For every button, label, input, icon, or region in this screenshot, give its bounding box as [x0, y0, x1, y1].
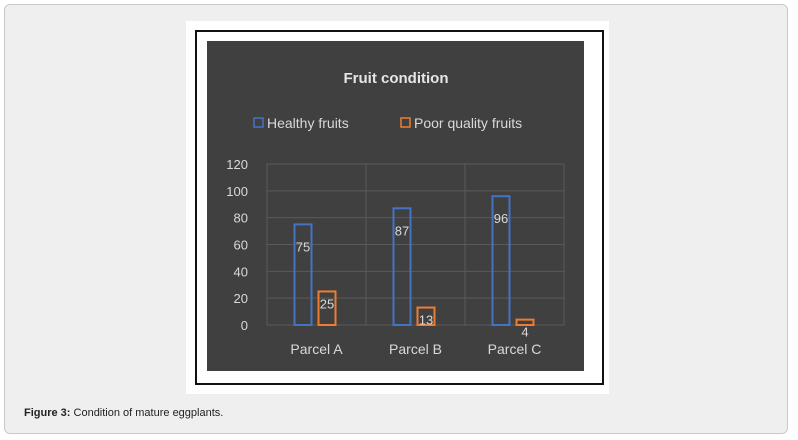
legend-swatch	[253, 117, 264, 128]
data-label: 4	[521, 325, 528, 340]
legend: Healthy fruits Poor quality fruits	[253, 115, 522, 131]
y-tick-label: 120	[226, 157, 248, 172]
legend-label: Poor quality fruits	[414, 115, 522, 131]
gridlines	[266, 163, 565, 326]
bar	[392, 207, 412, 326]
bar	[293, 223, 313, 326]
legend-label: Healthy fruits	[267, 115, 349, 131]
bar	[515, 318, 535, 326]
figure-caption-label: Figure 3:	[24, 407, 71, 419]
y-axis: 0 20 40 60 80 100 120	[226, 157, 248, 333]
bar	[491, 195, 511, 326]
x-tick-label: Parcel C	[488, 341, 542, 357]
y-tick-label: 100	[226, 184, 248, 199]
bar	[416, 306, 436, 326]
x-axis: Parcel A Parcel B Parcel C	[290, 341, 541, 357]
bars: 75 25 87 13 96 4	[293, 195, 535, 340]
y-tick-label: 40	[234, 264, 248, 279]
y-tick-label: 60	[234, 238, 248, 253]
x-tick-label: Parcel B	[389, 341, 442, 357]
bar	[317, 290, 337, 326]
figure-caption: Figure 3: Condition of mature eggplants.	[24, 407, 223, 419]
x-tick-label: Parcel A	[290, 341, 343, 357]
figure-caption-text: Condition of mature eggplants.	[70, 407, 224, 419]
data-label: 75	[296, 239, 310, 254]
chart-title: Fruit condition	[344, 70, 449, 87]
bar-chart: Fruit condition Healthy fruits Poor quali…	[226, 70, 565, 357]
data-label: 96	[494, 211, 508, 226]
y-tick-label: 0	[241, 318, 248, 333]
y-tick-label: 20	[234, 291, 248, 306]
data-label: 87	[395, 223, 409, 238]
y-tick-label: 80	[234, 211, 248, 226]
data-label: 25	[320, 296, 334, 311]
chart-area: Fruit condition Healthy fruits Poor quali…	[207, 41, 584, 371]
legend-swatch	[400, 117, 411, 128]
data-label: 13	[419, 313, 433, 328]
